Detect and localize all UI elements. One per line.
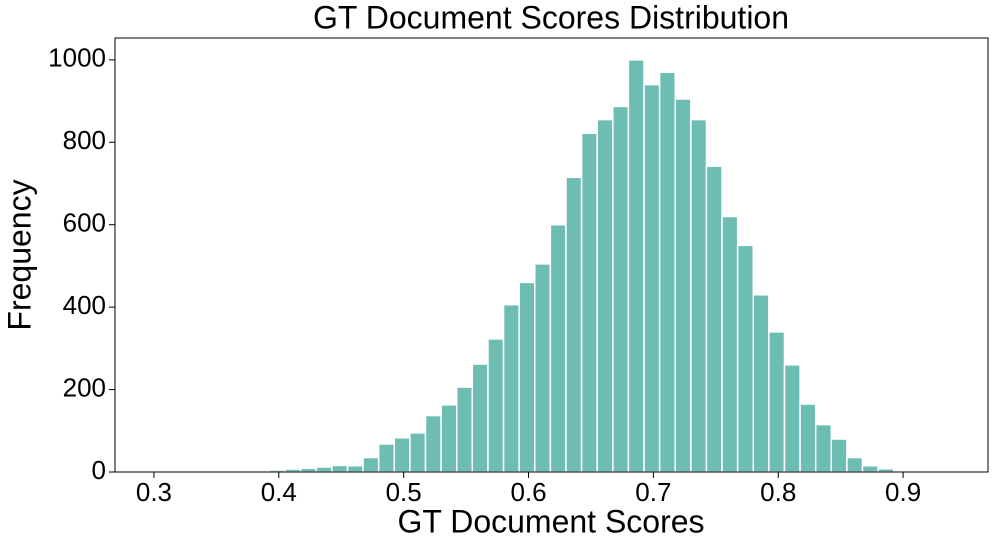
- y-tick-label: 1000: [48, 43, 106, 73]
- bar: [627, 59, 645, 473]
- x-tick-label: 0.5: [386, 477, 422, 507]
- bar: [674, 98, 692, 473]
- bar: [487, 338, 505, 473]
- bar: [565, 176, 583, 473]
- bar: [409, 432, 427, 473]
- x-tick-label: 0.7: [635, 477, 671, 507]
- x-tick-label: 0.3: [136, 477, 172, 507]
- bar: [362, 456, 380, 473]
- bar: [830, 438, 848, 473]
- bar: [690, 118, 708, 473]
- bar: [455, 386, 474, 473]
- x-tick-label: 0.9: [885, 477, 921, 507]
- y-axis-label: Frequency: [1, 179, 37, 330]
- bar: [783, 364, 801, 473]
- bar: [612, 105, 630, 473]
- bar: [768, 331, 786, 473]
- y-tick-label: 200: [63, 372, 106, 402]
- bar: [580, 132, 598, 473]
- bar: [440, 404, 458, 473]
- bar: [861, 465, 879, 473]
- bar: [814, 423, 833, 473]
- bar: [299, 467, 318, 473]
- bar: [346, 465, 364, 473]
- bar: [658, 71, 676, 473]
- bar: [315, 466, 333, 473]
- x-tick-label: 0.8: [760, 477, 796, 507]
- bar: [549, 223, 567, 473]
- plot-frame: [114, 37, 989, 473]
- bar: [846, 456, 864, 473]
- x-tick-label: 0.4: [261, 477, 297, 507]
- y-tick-label: 0: [92, 455, 106, 485]
- x-tick-label: 0.6: [510, 477, 546, 507]
- bar: [643, 83, 661, 473]
- bar: [331, 464, 349, 473]
- chart-title: GT Document Scores Distribution: [313, 0, 789, 35]
- bar: [393, 437, 411, 473]
- bar: [799, 403, 817, 473]
- y-tick-label: 400: [63, 290, 106, 320]
- bar: [377, 443, 396, 473]
- bar: [721, 215, 739, 473]
- bar: [736, 244, 755, 473]
- bar: [471, 363, 489, 473]
- y-tick-label: 800: [63, 125, 106, 155]
- bar: [752, 294, 770, 473]
- bar: [705, 165, 723, 473]
- bar: [502, 303, 520, 473]
- bar: [596, 118, 614, 473]
- bar: [518, 281, 536, 473]
- x-axis-label: GT Document Scores: [397, 503, 704, 539]
- bar: [534, 263, 552, 473]
- bar: [424, 414, 442, 473]
- y-tick-label: 600: [63, 208, 106, 238]
